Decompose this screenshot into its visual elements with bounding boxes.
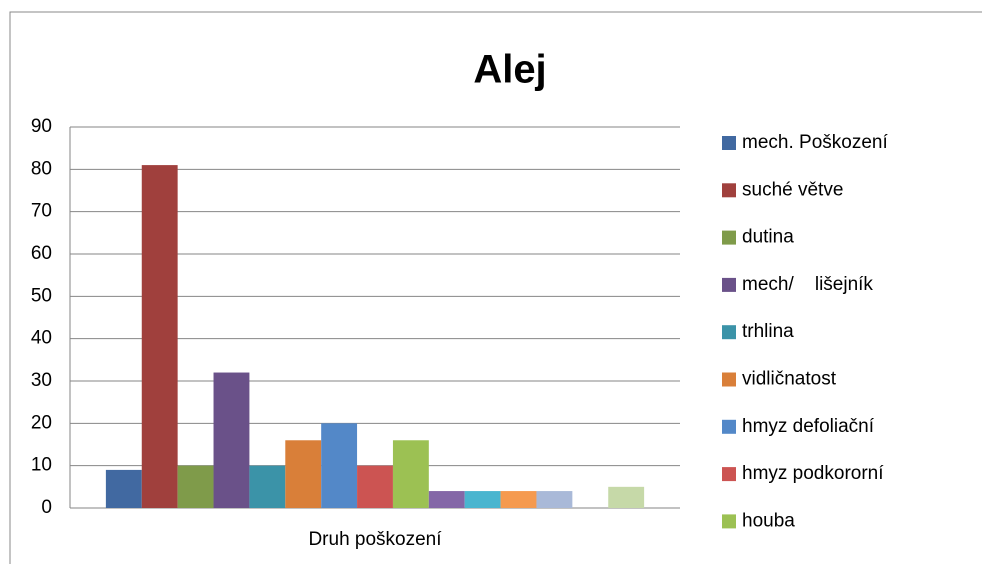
y-tick-label: 80 [31, 158, 52, 179]
legend-label: houba [742, 510, 795, 531]
legend-swatch [722, 419, 736, 434]
bar [249, 465, 286, 508]
y-tick-label: 40 [31, 328, 52, 349]
bar [357, 465, 393, 508]
x-tick-label: Druh poškození [308, 529, 442, 550]
legend-label: suché větve [742, 179, 843, 200]
bar [321, 423, 358, 508]
y-tick-label: 90 [31, 116, 52, 137]
legend-swatch [722, 230, 736, 245]
bar [177, 465, 214, 508]
y-tick-label: 30 [31, 370, 52, 391]
y-tick-label: 10 [31, 455, 52, 476]
y-tick-label: 60 [31, 243, 52, 264]
legend-label: dutina [742, 227, 794, 248]
bar [608, 486, 645, 508]
legend-swatch [722, 277, 736, 292]
chart-border [9, 11, 982, 564]
bar [105, 469, 142, 508]
y-tick-label: 50 [31, 285, 52, 306]
legend-swatch [722, 183, 736, 198]
bar [464, 491, 501, 508]
legend-label: hmyz podkororní [742, 463, 884, 484]
bar [213, 372, 250, 508]
bar [428, 491, 465, 508]
y-tick-label: 20 [31, 412, 52, 433]
legend-swatch [722, 467, 736, 482]
legend-swatch [722, 514, 736, 529]
y-tick-label: 70 [31, 201, 52, 222]
legend-swatch [722, 136, 736, 150]
chart-title: Alej [473, 48, 546, 92]
bar [141, 165, 178, 508]
legend-label: vidličnatost [742, 369, 837, 390]
legend-label: mech. Poškození [742, 132, 888, 153]
legend-swatch [722, 372, 736, 387]
legend-swatch [722, 325, 736, 340]
legend-label: mech/ lišejník [742, 274, 873, 295]
bar [392, 440, 429, 508]
y-tick-label: 0 [41, 497, 52, 518]
legend-label: trhlina [742, 321, 794, 342]
bar [536, 491, 573, 508]
legend-label: hmyz defoliační [742, 416, 875, 437]
bar [285, 440, 322, 508]
bar [500, 491, 537, 508]
